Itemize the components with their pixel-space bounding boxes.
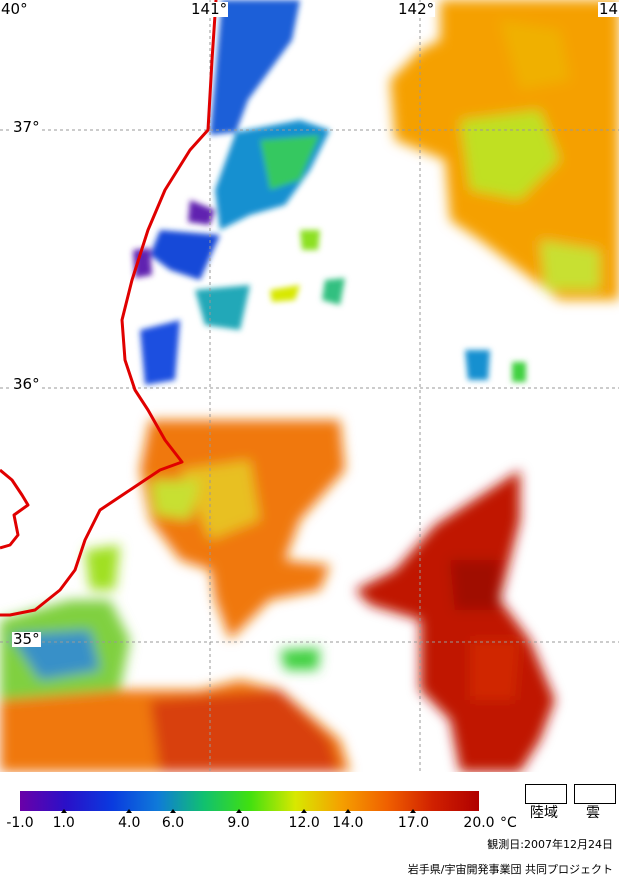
colorbar-tick-label: 6.0 bbox=[161, 815, 185, 831]
hot-water-southeast bbox=[355, 470, 555, 772]
coastline bbox=[0, 0, 218, 617]
colorbar-tick-mark bbox=[60, 809, 67, 813]
lat-label-36: 36° bbox=[12, 375, 41, 393]
lat-label-37: 37° bbox=[12, 118, 41, 136]
colorbar-tick-label: 12.0 bbox=[288, 815, 320, 831]
colorbar-tick-label: 1.0 bbox=[52, 815, 75, 831]
credit-text: 岩手県/宇宙開発事業団 共同プロジェクト bbox=[407, 863, 613, 876]
sst-map-canvas bbox=[0, 0, 619, 772]
colorbar-tick-mark bbox=[344, 809, 351, 813]
colorbar-tick-mark bbox=[235, 809, 242, 813]
legend bbox=[0, 772, 619, 881]
temperature-unit: °C bbox=[500, 815, 517, 831]
land-key-swatch bbox=[525, 784, 567, 804]
sst-map: 40° 141° 142° 14 37° 36° 35° bbox=[0, 0, 619, 772]
cold-water-north bbox=[133, 0, 526, 385]
lon-label-142: 142° bbox=[397, 0, 436, 18]
lon-label-143: 14 bbox=[598, 0, 619, 18]
warm-water-central bbox=[140, 420, 345, 640]
graticule bbox=[0, 0, 619, 772]
observation-date: 観測日:2007年12月24日 bbox=[487, 838, 613, 851]
colorbar-tick-label: 4.0 bbox=[118, 815, 141, 831]
temperature-colorbar bbox=[20, 791, 479, 811]
colorbar-tick-label: 17.0 bbox=[397, 815, 430, 831]
colorbar-tick-label: 9.0 bbox=[227, 815, 250, 831]
cloud-key-swatch bbox=[574, 784, 616, 804]
colorbar-tick-mark bbox=[126, 809, 133, 813]
colorbar-tick-mark bbox=[301, 809, 308, 813]
colorbar-tick-mark bbox=[170, 809, 176, 813]
lat-label-35: 35° bbox=[12, 630, 41, 648]
colorbar-tick-label: 14.0 bbox=[332, 815, 364, 831]
mixed-water-southwest bbox=[0, 545, 350, 772]
colorbar-tick-label: -1.0 bbox=[6, 815, 34, 831]
land-key-label: 陸域 bbox=[530, 805, 558, 821]
lon-label-141: 141° bbox=[190, 0, 229, 18]
colorbar-tick-label: 20.0 bbox=[463, 815, 495, 831]
colorbar-tick-mark bbox=[410, 809, 417, 813]
cloud-key-label: 雲 bbox=[586, 805, 600, 821]
lon-label-140: 40° bbox=[0, 0, 29, 18]
warm-water-northeast bbox=[390, 0, 619, 300]
